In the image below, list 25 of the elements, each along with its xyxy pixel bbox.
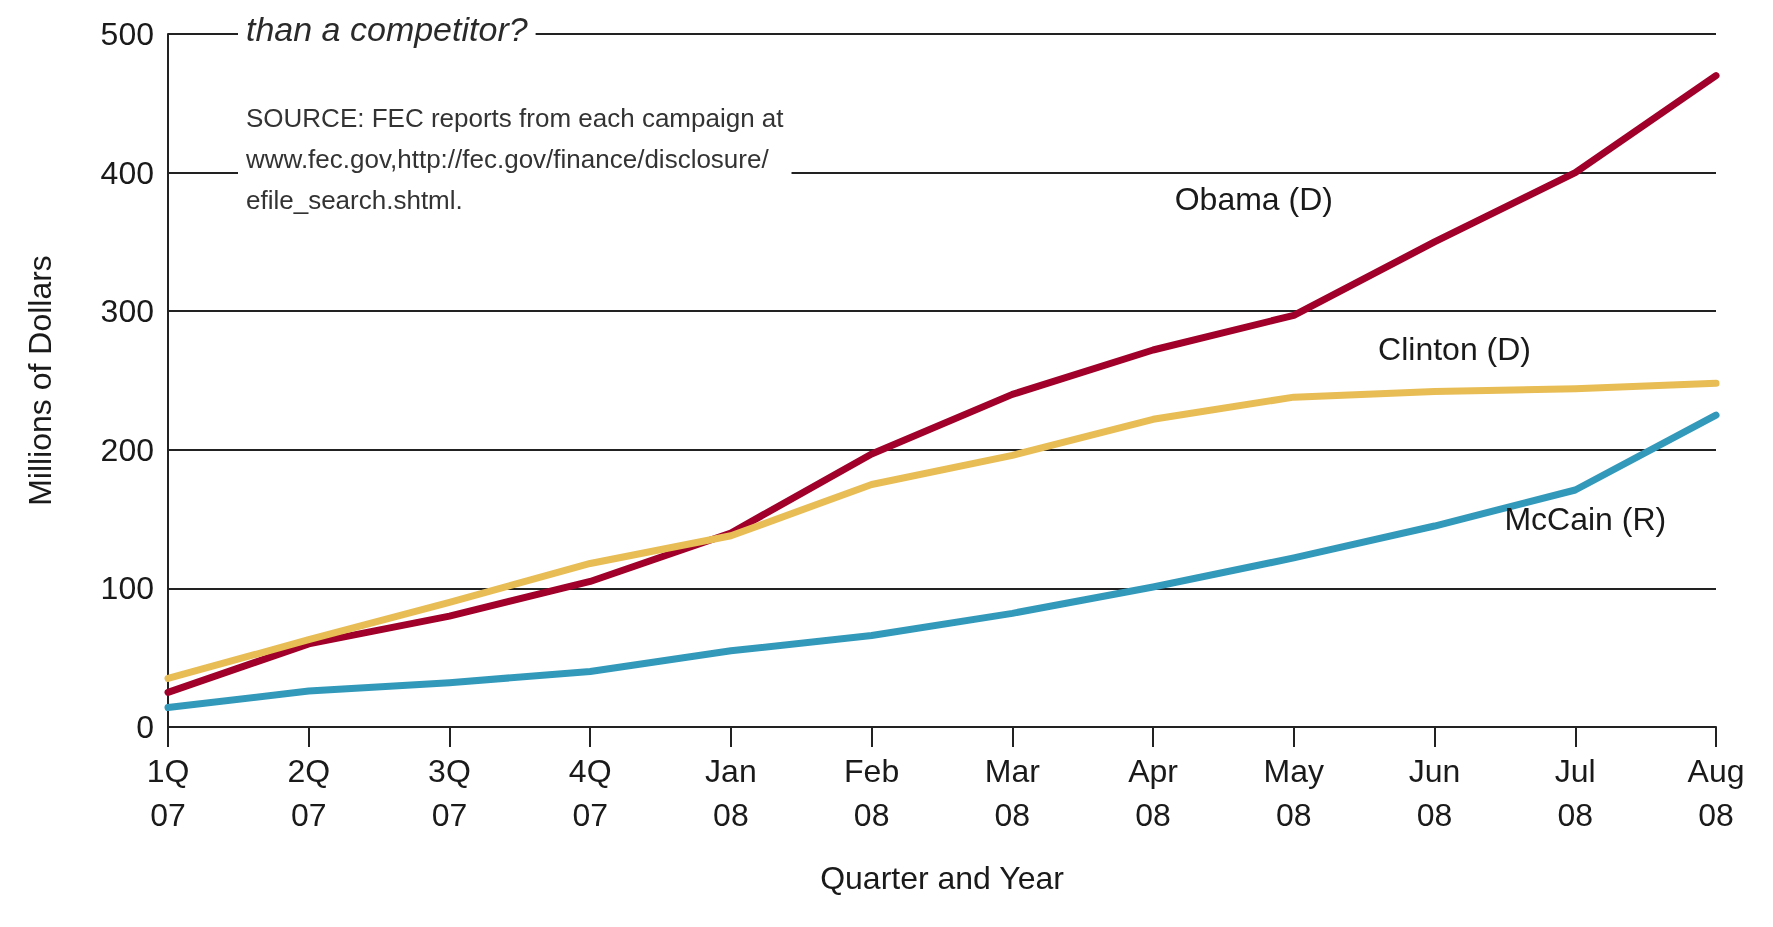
x-tick-label: 4Q 07 [568, 753, 612, 833]
x-tick-label: Jan 08 [705, 753, 757, 833]
y-tick-label: 500 [100, 16, 154, 52]
y-tick-label: 400 [100, 154, 154, 191]
x-tick-label: Mar 08 [984, 753, 1041, 833]
chart-title: than a competitor? [246, 10, 528, 48]
y-tick-label: 200 [100, 431, 154, 468]
x-axis-title: Quarter and Year [820, 860, 1065, 896]
x-tick-label: Aug 08 [1687, 753, 1745, 833]
x-tick-label: 1Q 07 [146, 753, 190, 833]
y-tick-label: 100 [100, 570, 154, 607]
x-tick-label: 3Q 07 [428, 753, 471, 833]
annotation: SOURCE: FEC reports from each campaign at www.fec.gov,http://fec.gov/finance/disclosure/ efile_search.shtml. [245, 102, 785, 215]
text: Obama (D) [1174, 181, 1333, 218]
x-tick-label: Feb 08 [844, 753, 900, 833]
x-tick-label: 2Q 07 [287, 753, 331, 833]
y-tick-label: 300 [100, 293, 154, 330]
series-label: Clinton (D) [1378, 330, 1532, 367]
x-tick-label: Apr 08 [1128, 753, 1179, 833]
x-tick-label: Jun 08 [1408, 753, 1461, 833]
x-tick-label: Jul 08 [1554, 753, 1596, 833]
y-tick-label: 0 [136, 709, 154, 745]
series-label: McCain (R) [1504, 500, 1667, 537]
x-tick-label: May 08 [1263, 753, 1325, 833]
y-axis-title: Millions of Dollars [22, 255, 58, 506]
